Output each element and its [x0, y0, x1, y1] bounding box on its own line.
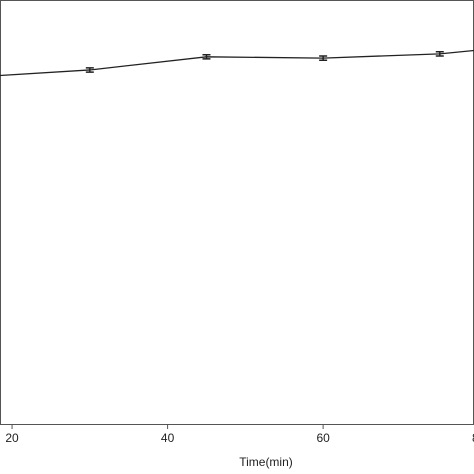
error-bar	[435, 50, 444, 57]
plot-frame	[0, 0, 474, 425]
x-tick-label: 20	[5, 431, 19, 445]
plot-area	[0, 49, 474, 77]
x-tick-label: 60	[316, 431, 330, 445]
x-tick-label: 40	[161, 431, 175, 445]
error-bar	[85, 67, 94, 73]
series-line	[0, 49, 474, 77]
x-tick-label: 80	[472, 431, 474, 445]
x-axis-label: Time(min)	[239, 455, 293, 469]
error-bar	[319, 55, 328, 61]
error-bar	[202, 53, 211, 60]
